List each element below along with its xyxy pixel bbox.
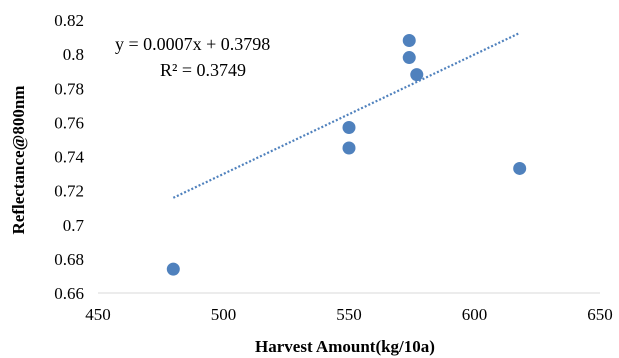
trendline-equation: y = 0.0007x + 0.3798	[115, 34, 270, 54]
data-point	[410, 68, 424, 82]
trendline	[172, 31, 521, 199]
x-tick-label: 650	[587, 305, 613, 324]
y-tick-label: 0.8	[63, 45, 84, 64]
x-tick-labels: 450 500 550 600 650	[85, 305, 613, 324]
y-tick-label: 0.76	[54, 113, 84, 132]
trendline-layer	[172, 31, 521, 199]
data-point	[402, 51, 416, 65]
data-points	[166, 33, 527, 276]
x-tick-label: 600	[462, 305, 488, 324]
y-tick-label: 0.82	[54, 11, 84, 30]
data-point	[342, 120, 356, 134]
x-axis-title: Harvest Amount(kg/10a)	[255, 337, 435, 356]
data-point	[342, 141, 356, 155]
y-tick-label: 0.78	[54, 79, 84, 98]
y-axis-title: Reflectance@800nm	[9, 86, 28, 235]
x-tick-label: 550	[336, 305, 362, 324]
data-point	[166, 262, 180, 276]
x-tick-label: 450	[85, 305, 111, 324]
data-point	[513, 161, 527, 175]
y-tick-label: 0.7	[63, 216, 85, 235]
r-squared-label: R² = 0.3749	[160, 60, 246, 80]
y-tick-label: 0.66	[54, 284, 84, 303]
y-tick-label: 0.74	[54, 148, 84, 167]
y-tick-labels: 0.66 0.68 0.7 0.72 0.74 0.76 0.78 0.8 0.82	[54, 11, 84, 303]
y-tick-label: 0.68	[54, 250, 84, 269]
x-tick-label: 500	[211, 305, 237, 324]
y-tick-label: 0.72	[54, 182, 84, 201]
data-point	[402, 33, 416, 47]
